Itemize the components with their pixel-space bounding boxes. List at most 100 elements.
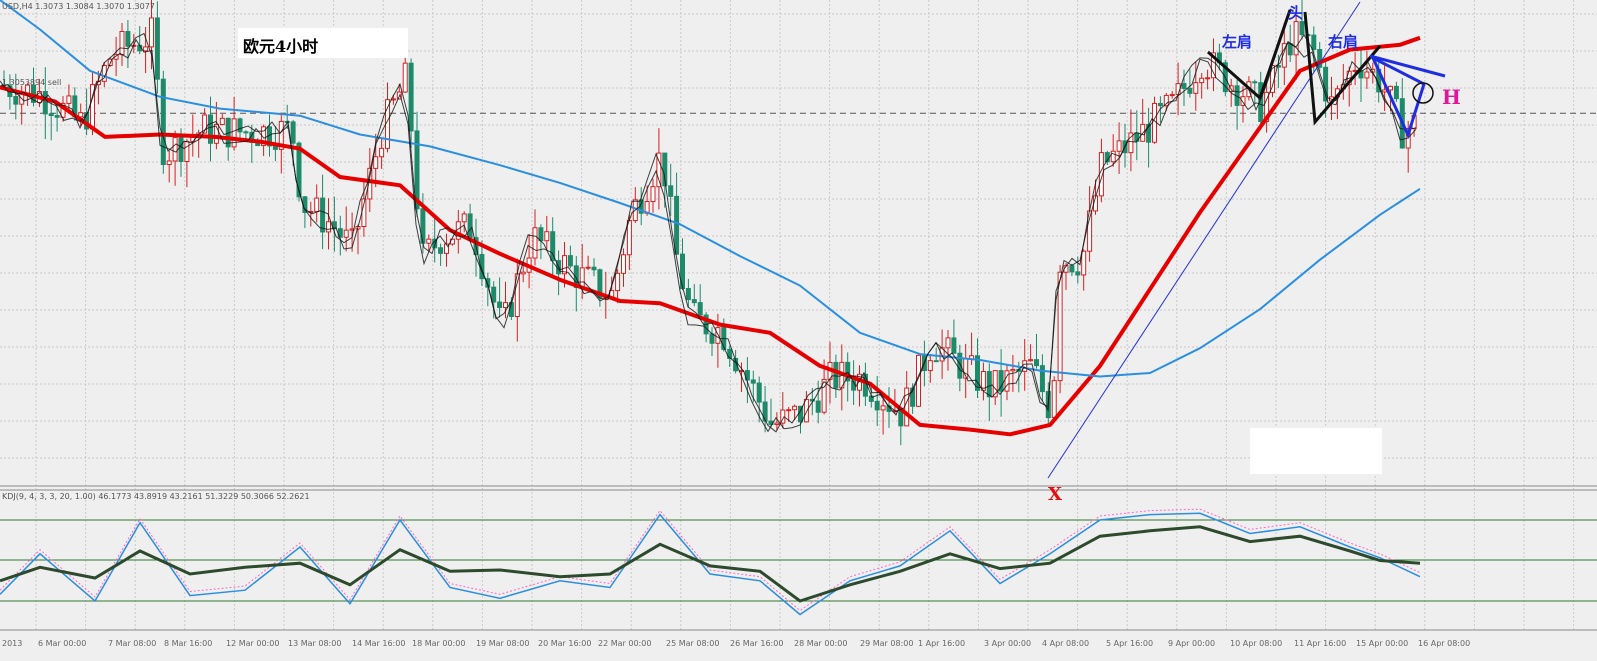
x-tick-label: 22 Mar 00:00 — [598, 639, 651, 648]
x-tick-label: 20 Mar 16:00 — [538, 639, 591, 648]
triangle-mark — [1369, 54, 1426, 140]
candle-body — [1022, 360, 1028, 372]
head-label: 头 — [1288, 4, 1303, 22]
title-box — [238, 28, 408, 58]
right-shoulder-label: 右肩 — [1328, 33, 1358, 51]
candle-body — [231, 118, 237, 148]
candle-body — [809, 398, 815, 402]
candle-body — [880, 405, 886, 411]
candle-body — [650, 186, 656, 202]
candle-body — [237, 118, 243, 133]
candle-body — [833, 361, 839, 389]
candle-body — [532, 227, 538, 259]
candle-body — [1028, 359, 1034, 362]
candle-body — [1069, 265, 1075, 273]
candle-body — [1157, 102, 1163, 107]
candle-body — [1057, 271, 1063, 382]
candle-body — [184, 140, 190, 162]
candle-body — [1258, 82, 1264, 122]
candle-body — [1275, 65, 1281, 68]
candle-body — [320, 197, 326, 233]
candle-body — [314, 197, 320, 213]
indicator-signal-line — [0, 508, 1421, 612]
ma-red-line — [0, 35, 1421, 437]
candle-body — [927, 360, 933, 372]
candle-body — [1193, 82, 1199, 94]
candle-body — [933, 360, 939, 363]
candle-body — [945, 337, 951, 349]
candle-body — [821, 378, 827, 413]
candle-body — [591, 266, 597, 271]
candle-body — [621, 254, 626, 274]
candle-body — [975, 355, 980, 391]
candle-body — [567, 255, 573, 267]
candle-body — [166, 160, 172, 166]
candle-body — [845, 361, 851, 382]
candle-body — [762, 401, 768, 422]
candle-body — [467, 213, 473, 239]
candle-body — [685, 287, 691, 301]
candle-body — [1293, 21, 1299, 56]
candle-body — [1311, 34, 1317, 51]
candle-body — [178, 137, 184, 162]
candle-body — [1163, 94, 1169, 107]
candle-body — [626, 220, 632, 256]
candle-body — [402, 62, 408, 93]
indicator-label: KDJ(9, 4, 3, 3, 20, 1.00) 46.1773 43.891… — [2, 492, 310, 501]
candle-body — [343, 229, 349, 238]
candle-body — [1051, 380, 1057, 419]
candle-body — [1039, 365, 1045, 393]
candle-body — [1281, 43, 1287, 68]
candle-body — [213, 123, 219, 144]
candle-body — [656, 152, 662, 188]
candle-body — [792, 405, 798, 411]
candle-body — [42, 91, 48, 115]
x-tick-label: 2013 — [2, 639, 22, 648]
candle-body — [709, 333, 715, 344]
x-tick-label: 10 Apr 08:00 — [1230, 639, 1282, 648]
x-axis: 2013 6 Mar 00:00 7 Mar 08:00 8 Mar 16:00 12 … — [2, 639, 1470, 648]
candle-body — [1146, 123, 1152, 143]
candle-body — [379, 147, 385, 158]
candle-body — [208, 114, 213, 144]
candle-body — [1388, 85, 1393, 91]
candle-body — [367, 167, 373, 200]
candle-body — [780, 409, 786, 424]
left-shoulder-mark — [1207, 9, 1292, 101]
candle-body — [697, 302, 703, 316]
candle-body — [1317, 49, 1323, 68]
main-pane-bg — [0, 0, 1597, 485]
candle-body — [1205, 77, 1211, 80]
candle-body — [48, 113, 54, 117]
candle-body — [143, 46, 149, 52]
candle-body — [992, 370, 998, 398]
candle-body — [78, 112, 84, 118]
x-tick-label: 7 Mar 08:00 — [108, 639, 156, 648]
candle-body — [544, 231, 550, 242]
grid — [0, 0, 1597, 631]
candle-body — [1364, 71, 1370, 79]
candle-body — [1110, 150, 1116, 163]
candle-body — [803, 398, 809, 423]
price-tag: 1.3053894 sell — [2, 78, 61, 87]
x-tick-label: 4 Apr 08:00 — [1042, 639, 1089, 648]
candle-body — [1199, 77, 1205, 84]
candle-body — [1004, 370, 1010, 392]
candle-body — [1287, 43, 1293, 56]
candle-body — [1181, 83, 1187, 89]
candle-body — [727, 348, 733, 359]
candle-body — [774, 422, 780, 425]
candle-body — [1393, 85, 1399, 100]
candle-body — [615, 272, 621, 292]
x-tick-label: 26 Mar 16:00 — [730, 639, 783, 648]
candle-body — [898, 410, 904, 427]
candle-body — [261, 126, 267, 147]
candle-body — [1187, 87, 1193, 94]
candle-body — [750, 379, 756, 384]
x-tick-label: 11 Apr 16:00 — [1294, 639, 1346, 648]
left-shoulder-label: 左肩 — [1221, 33, 1252, 51]
x-tick-label: 18 Mar 00:00 — [412, 639, 465, 648]
point-h-label: H — [1442, 85, 1461, 109]
candle-body — [1169, 94, 1175, 97]
